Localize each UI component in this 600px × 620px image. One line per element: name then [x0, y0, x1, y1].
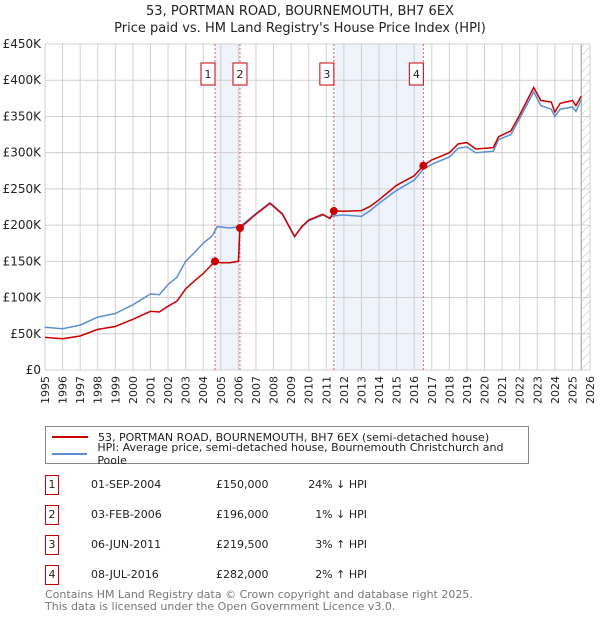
x-tick-label: 2014 [373, 376, 386, 404]
x-tick-label: 2024 [549, 376, 562, 404]
y-tick-label: £300K [3, 146, 43, 160]
y-tick-label: £350K [3, 109, 43, 123]
transaction-hpi: 2% ↑ HPI [315, 568, 367, 581]
x-tick-label: 2001 [144, 376, 157, 404]
transaction-price: £150,000 [216, 478, 269, 491]
x-tick-label: 2005 [215, 376, 228, 404]
x-tick-label: 2000 [127, 376, 140, 404]
y-tick-label: £150K [3, 254, 43, 268]
sale-point [235, 224, 244, 233]
shaded-range [215, 44, 240, 370]
x-tick-label: 2003 [180, 376, 193, 404]
transaction-date: 06-JUN-2011 [91, 538, 162, 551]
x-tick-label: 2022 [514, 376, 527, 404]
x-tick-label: 2023 [531, 376, 544, 404]
transaction-number: 1 [45, 475, 59, 495]
transaction-date: 03-FEB-2006 [91, 508, 162, 521]
price-chart: 1995 1996 1997 1998 1999 2000 2001 2002 2003 2004… [3, 37, 597, 404]
x-tick-label: 2025 [566, 376, 579, 404]
chart-title: 53, PORTMAN ROAD, BOURNEMOUTH, BH7 6EX [146, 4, 454, 19]
x-tick-label: 2017 [426, 376, 439, 404]
x-tick-label: 1998 [92, 376, 105, 404]
x-tick-label: 2026 [584, 376, 597, 404]
transaction-price: £282,000 [216, 568, 269, 581]
x-tick-label: 2013 [355, 376, 368, 404]
marker-label-box: 1 [200, 62, 216, 86]
marker-number: 2 [236, 68, 243, 81]
x-tick-label: 2009 [285, 376, 298, 404]
x-tick-label: 2019 [461, 376, 474, 404]
y-tick-label: £0 [26, 363, 41, 377]
footer: Contains HM Land Registry data © Crown c… [45, 589, 473, 613]
marker-number: 1 [205, 68, 212, 81]
marker-label-box: 2 [232, 62, 248, 86]
y-tick-label: £400K [3, 73, 43, 87]
transaction-price: £196,000 [216, 508, 269, 521]
transaction-hpi: 3% ↑ HPI [315, 538, 367, 551]
sale-point [419, 161, 428, 170]
legend-red-line [52, 436, 88, 438]
x-tick-label: 2002 [162, 376, 175, 404]
sale-point [329, 206, 338, 215]
x-tick-label: 2018 [443, 376, 456, 404]
chart-subtitle: Price paid vs. HM Land Registry's House … [114, 21, 486, 36]
series-line [44, 90, 582, 330]
transaction-date: 01-SEP-2004 [91, 478, 162, 491]
x-tick-label: 2004 [197, 376, 210, 404]
legend: 53, PORTMAN ROAD, BOURNEMOUTH, BH7 6EX (… [45, 426, 529, 467]
x-tick-label: 2021 [496, 376, 509, 404]
marker-box [232, 62, 248, 86]
marker-box [319, 62, 335, 86]
x-tick-label: 2008 [268, 376, 281, 404]
x-tick-label: 1999 [109, 376, 122, 404]
y-tick-label: £450K [3, 37, 43, 51]
marker-number: 3 [323, 68, 330, 81]
transaction-price: £219,500 [216, 538, 269, 551]
footer-line1: Contains HM Land Registry data © Crown c… [45, 588, 473, 601]
x-tick-label: 2016 [408, 376, 421, 404]
x-tick-label: 2010 [303, 376, 316, 404]
x-tick-label: 1997 [74, 376, 87, 404]
marker-box [200, 62, 216, 86]
transaction-number: 3 [45, 535, 59, 555]
sale-point [211, 257, 220, 266]
x-tick-label: 1995 [39, 376, 52, 404]
x-tick-label: 2012 [338, 376, 351, 404]
forecast-hatch [581, 44, 590, 370]
transaction-number: 4 [45, 565, 59, 585]
y-tick-label: £200K [3, 218, 43, 232]
x-tick-label: 2020 [479, 376, 492, 404]
transaction-hpi: 24% ↓ HPI [308, 478, 367, 491]
transaction-hpi: 1% ↓ HPI [315, 508, 367, 521]
x-tick-label: 1996 [57, 376, 70, 404]
y-tick-label: £50K [10, 327, 42, 341]
transaction-date: 08-JUL-2016 [91, 568, 159, 581]
marker-number: 4 [413, 68, 420, 81]
transaction-number: 2 [45, 505, 59, 525]
x-tick-label: 2007 [250, 376, 263, 404]
y-tick-label: £100K [3, 291, 43, 305]
legend-blue-label: HPI: Average price, semi-detached house,… [97, 441, 504, 467]
y-tick-label: £250K [3, 182, 43, 196]
legend-red-label: 53, PORTMAN ROAD, BOURNEMOUTH, BH7 6EX (… [98, 430, 490, 444]
x-tick-label: 2015 [391, 376, 404, 404]
marker-label-box: 4 [408, 62, 424, 86]
x-tick-label: 2011 [320, 376, 333, 404]
marker-label-box: 3 [319, 62, 335, 86]
footer-line2: This data is licensed under the Open Gov… [45, 600, 396, 613]
series-line [44, 85, 582, 340]
legend-blue-line [52, 453, 88, 455]
marker-box [408, 62, 424, 86]
x-tick-label: 2006 [232, 376, 245, 404]
